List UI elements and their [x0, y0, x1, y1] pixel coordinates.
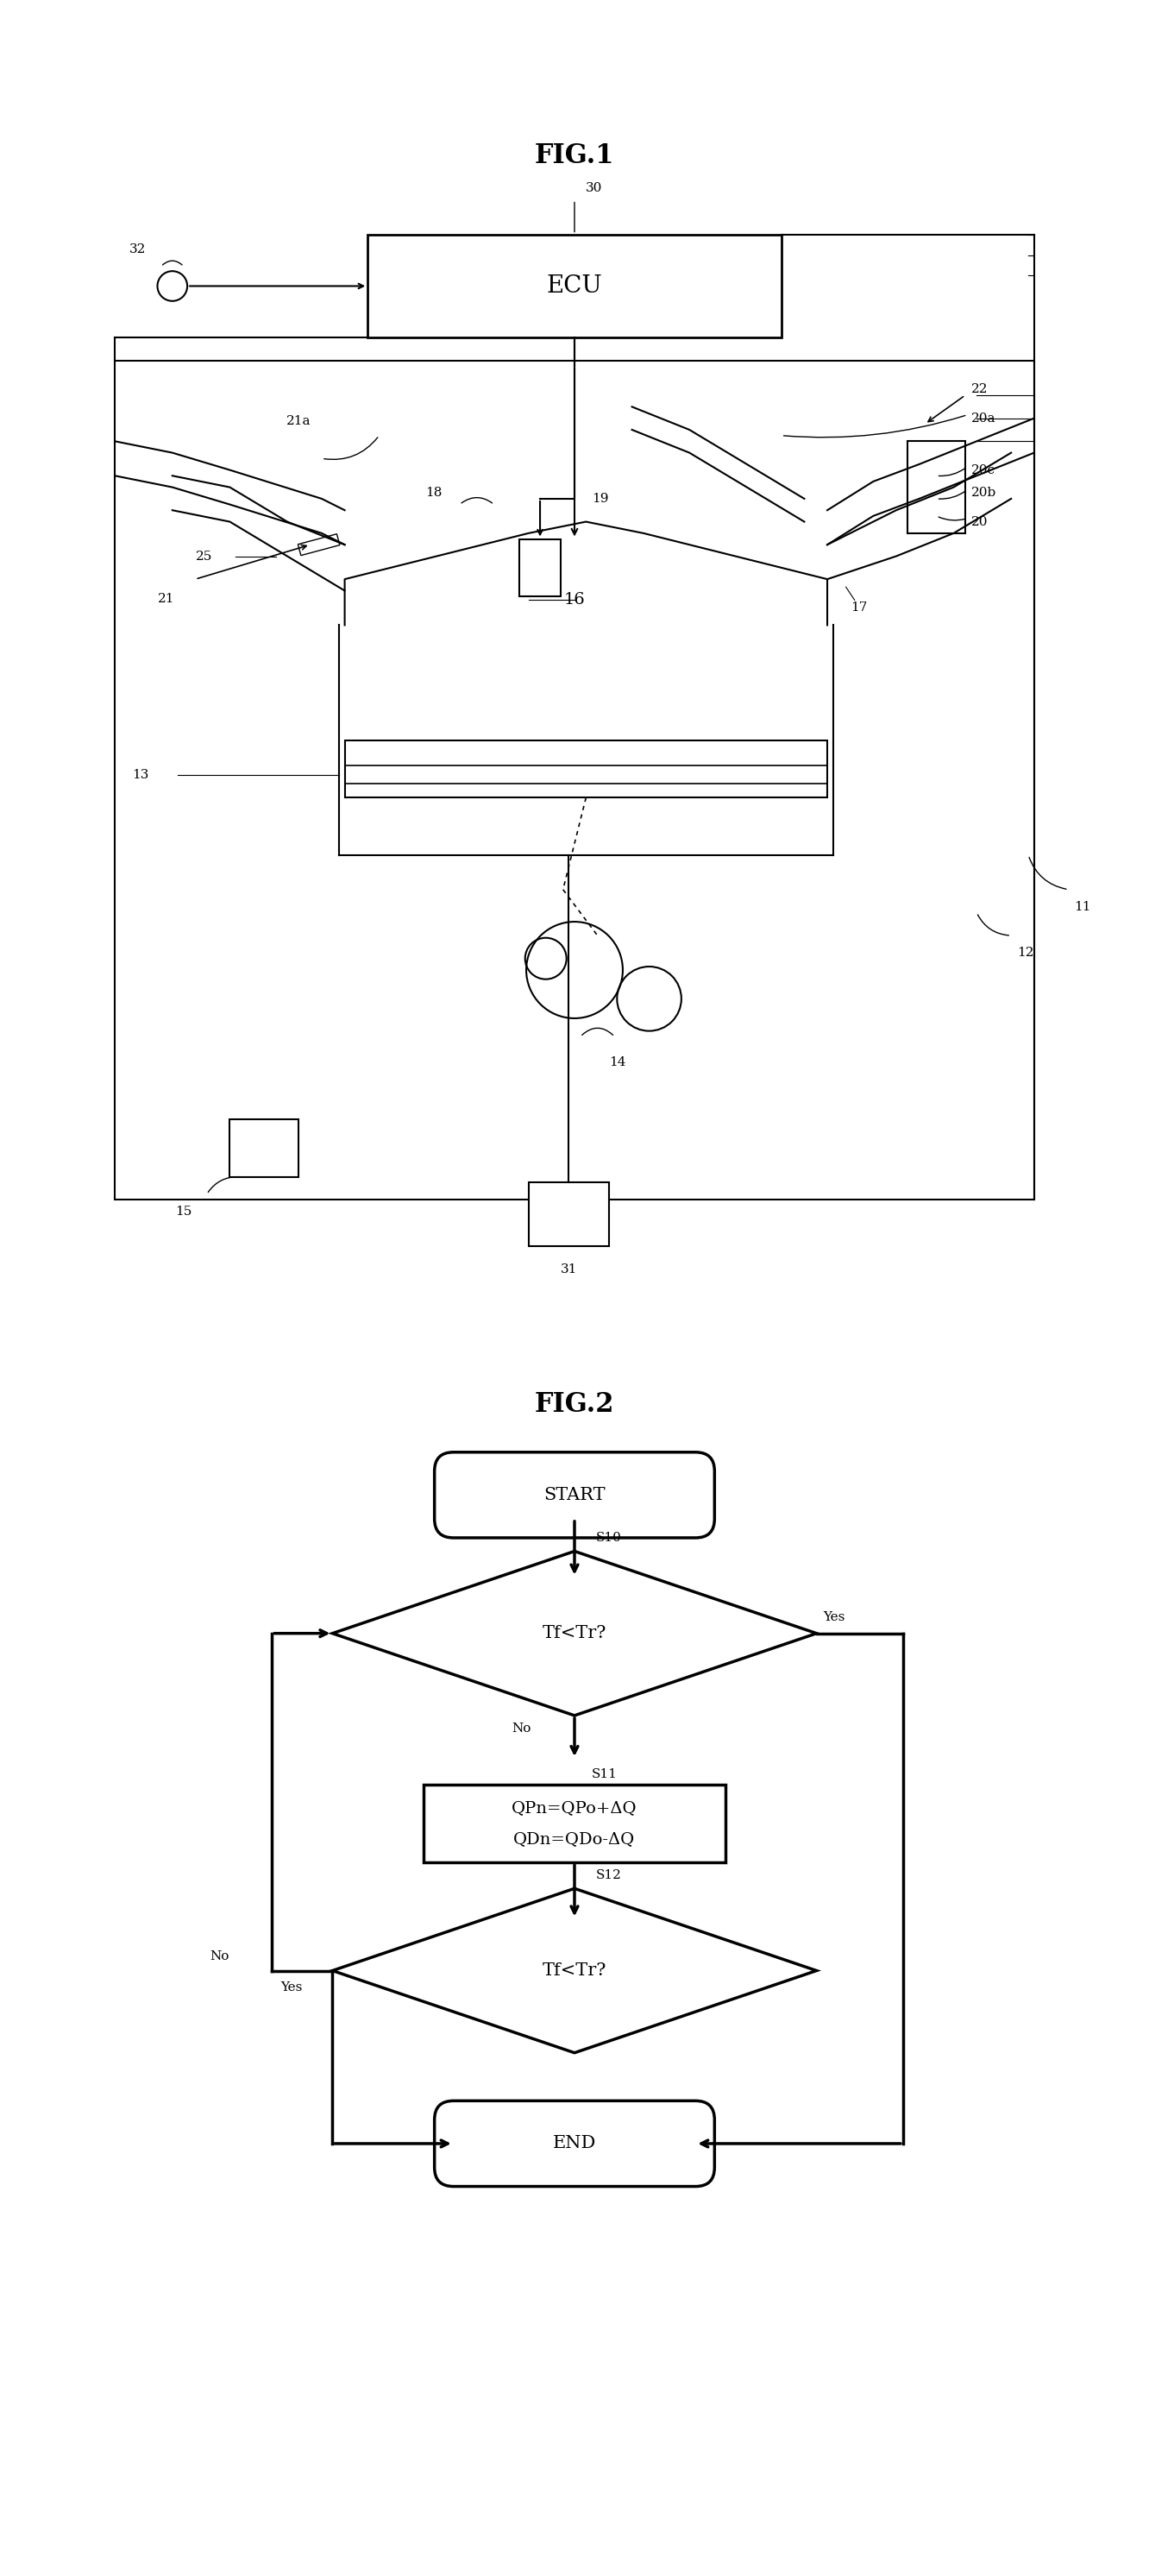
- Text: 20c: 20c: [971, 464, 995, 477]
- Text: 15: 15: [176, 1206, 192, 1218]
- Text: 32: 32: [130, 242, 146, 255]
- Text: 18: 18: [425, 487, 442, 500]
- Text: No: No: [512, 1723, 531, 1734]
- Text: 20a: 20a: [971, 412, 995, 425]
- Text: 21a: 21a: [286, 415, 311, 428]
- Text: No: No: [209, 1950, 229, 1963]
- Polygon shape: [332, 1551, 817, 1716]
- Text: 30: 30: [586, 183, 603, 193]
- Text: Tf<Tr?: Tf<Tr?: [542, 1625, 607, 1641]
- Bar: [298, 533, 340, 556]
- Text: Tf<Tr?: Tf<Tr?: [542, 1963, 607, 1978]
- Text: 17: 17: [850, 603, 867, 613]
- Text: 19: 19: [592, 492, 609, 505]
- Text: 14: 14: [609, 1056, 626, 1069]
- Text: END: END: [553, 2136, 596, 2151]
- Bar: [368, 234, 781, 337]
- Text: 16: 16: [564, 592, 585, 608]
- Text: S10: S10: [596, 1533, 622, 1543]
- Text: ECU: ECU: [547, 276, 602, 299]
- Text: Yes: Yes: [824, 1610, 846, 1623]
- Text: QPn=QPo+ΔQ: QPn=QPo+ΔQ: [511, 1801, 638, 1816]
- Text: 20: 20: [971, 515, 988, 528]
- Text: Yes: Yes: [280, 1981, 302, 1994]
- Bar: [345, 739, 827, 799]
- Text: S12: S12: [596, 1870, 622, 1880]
- Text: 13: 13: [132, 768, 149, 781]
- Text: 12: 12: [1017, 948, 1034, 958]
- Text: FIG.1: FIG.1: [534, 142, 615, 170]
- FancyBboxPatch shape: [434, 1453, 715, 1538]
- Text: 21: 21: [159, 592, 175, 605]
- Text: 31: 31: [561, 1262, 577, 1275]
- Bar: [529, 1182, 609, 1247]
- Polygon shape: [332, 1888, 817, 2053]
- Bar: [230, 1121, 299, 1177]
- Text: START: START: [543, 1486, 606, 1504]
- Text: FIG.2: FIG.2: [534, 1391, 615, 1417]
- Text: 25: 25: [195, 551, 213, 562]
- Text: 22: 22: [971, 384, 988, 397]
- Bar: [115, 361, 1034, 1200]
- Bar: [423, 1785, 726, 1862]
- Text: 20b: 20b: [971, 487, 996, 500]
- Text: QDn=QDo-ΔQ: QDn=QDo-ΔQ: [514, 1832, 635, 1847]
- FancyBboxPatch shape: [434, 2102, 715, 2187]
- Text: S11: S11: [592, 1767, 617, 1780]
- Bar: [908, 440, 965, 533]
- Text: 11: 11: [1074, 902, 1092, 912]
- Bar: [519, 538, 561, 598]
